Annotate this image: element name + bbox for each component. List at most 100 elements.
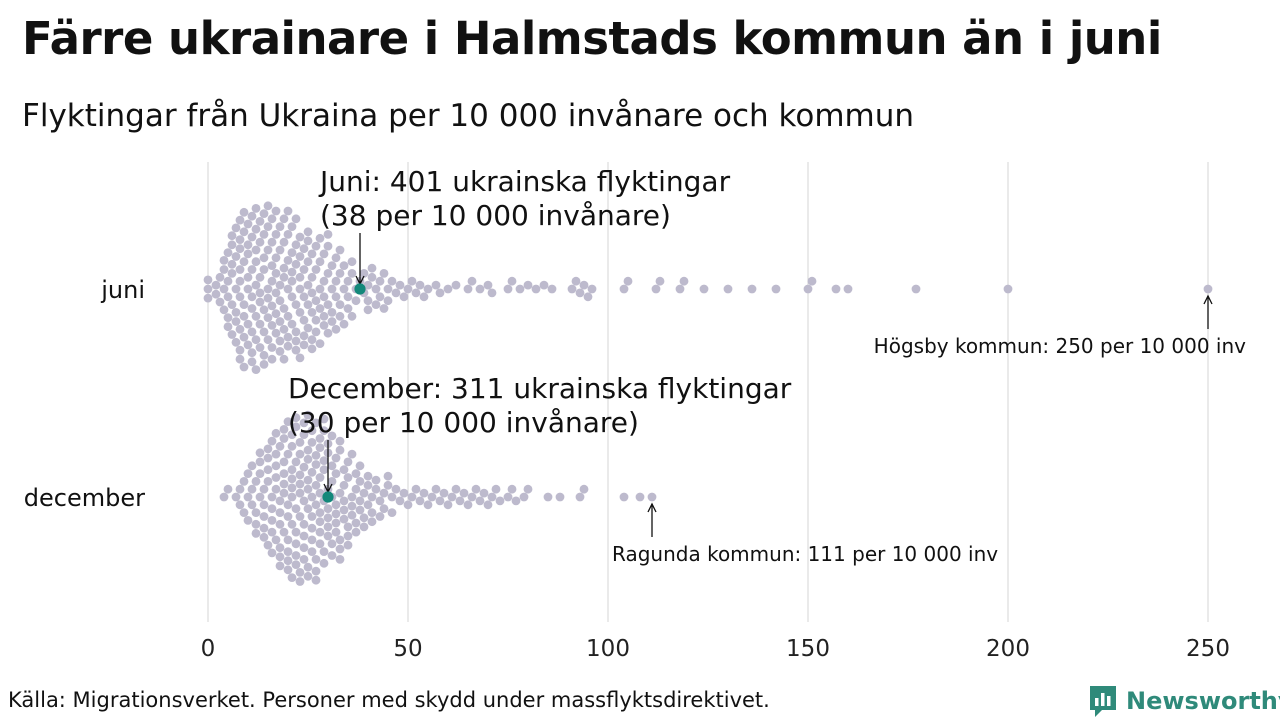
data-dot	[371, 475, 381, 485]
data-dot	[259, 360, 269, 369]
data-dot	[275, 508, 285, 517]
data-dot	[291, 345, 301, 355]
data-dot	[239, 362, 249, 372]
data-dot	[619, 492, 629, 502]
data-dot	[447, 492, 457, 502]
data-dot	[539, 280, 549, 290]
data-dot	[295, 232, 305, 242]
data-dot	[287, 267, 297, 277]
data-dot	[283, 332, 293, 342]
data-dot	[279, 214, 289, 224]
data-dot	[311, 265, 321, 274]
chart-title: Färre ukrainare i Halmstads kommun än i …	[22, 12, 1162, 65]
data-dot	[307, 426, 317, 436]
x-tick-label: 0	[201, 636, 216, 662]
data-dot	[567, 284, 577, 294]
data-dot	[291, 413, 301, 423]
data-dot	[355, 505, 365, 515]
data-dot	[311, 566, 321, 576]
data-dot	[275, 496, 285, 506]
data-dot	[295, 353, 305, 363]
data-dot	[283, 284, 293, 294]
data-dot	[275, 317, 285, 326]
data-dot	[231, 337, 241, 347]
data-dot	[371, 284, 381, 294]
data-dot	[507, 484, 517, 494]
data-dot	[259, 523, 269, 533]
data-dot	[271, 269, 281, 278]
data-dot	[303, 475, 313, 485]
data-dot	[335, 311, 345, 321]
data-dot	[339, 319, 349, 329]
data-dot	[347, 510, 357, 520]
data-dot	[283, 341, 293, 351]
max-label-juni: Högsby kommun: 250 per 10 000 inv	[874, 334, 1246, 358]
data-dot	[263, 465, 273, 475]
data-dot	[307, 492, 317, 502]
data-dot	[311, 575, 321, 585]
data-dot	[807, 276, 817, 286]
data-dot	[303, 257, 313, 267]
data-dot	[327, 461, 337, 471]
annotations: Juni: 401 ukrainska flyktingar (38 per 10…	[288, 165, 1246, 566]
data-dot	[267, 237, 277, 247]
data-dot	[323, 328, 333, 338]
data-dot	[283, 230, 293, 239]
data-dot	[319, 321, 329, 330]
data-dot	[323, 531, 333, 541]
data-dot	[387, 508, 397, 517]
data-dot	[263, 335, 273, 345]
data-dot	[339, 284, 349, 294]
data-dot	[379, 304, 389, 313]
data-dot	[359, 513, 369, 523]
data-dot	[251, 508, 261, 517]
data-dot	[459, 488, 469, 498]
data-dot	[343, 531, 353, 541]
data-dot	[383, 296, 393, 306]
data-dot	[331, 518, 341, 528]
data-dot	[295, 488, 305, 498]
data-dot	[279, 479, 289, 489]
data-dot	[723, 284, 733, 294]
data-dot	[279, 469, 289, 478]
data-dot	[235, 215, 245, 225]
data-dot	[331, 469, 341, 478]
data-dot	[271, 449, 281, 459]
data-dot	[283, 547, 293, 556]
data-dot	[263, 245, 273, 255]
data-dot	[259, 350, 269, 360]
data-dot	[251, 311, 261, 321]
data-dot	[287, 248, 297, 257]
data-dot	[423, 500, 433, 510]
data-dot	[279, 354, 289, 364]
data-dot	[283, 512, 293, 521]
data-dot	[247, 500, 257, 510]
data-dot	[315, 339, 325, 348]
data-dot	[803, 284, 813, 294]
highlight-label-december: December: 311 ukrainska flyktingar (30 pe…	[288, 372, 792, 439]
data-dot	[299, 340, 309, 350]
data-dot	[431, 280, 441, 290]
data-dot	[247, 357, 257, 367]
data-dot	[335, 245, 345, 255]
data-dot	[275, 561, 285, 571]
data-dot	[399, 292, 409, 302]
data-dot	[275, 347, 285, 356]
data-dot	[315, 539, 325, 549]
data-dot	[255, 217, 265, 226]
data-dot	[267, 214, 277, 224]
data-dot	[239, 227, 249, 237]
data-dot	[219, 256, 229, 265]
data-dot	[307, 438, 317, 447]
newsworthy-chart-icon	[1090, 686, 1116, 717]
data-dot	[299, 519, 309, 529]
data-dot	[223, 322, 233, 332]
data-dot	[419, 488, 429, 498]
data-dot	[455, 496, 465, 506]
data-dot	[375, 496, 385, 506]
data-dot	[295, 449, 305, 459]
data-dot	[267, 321, 277, 330]
data-dot	[271, 288, 281, 298]
data-dot	[283, 449, 293, 459]
data-dot	[327, 317, 337, 326]
